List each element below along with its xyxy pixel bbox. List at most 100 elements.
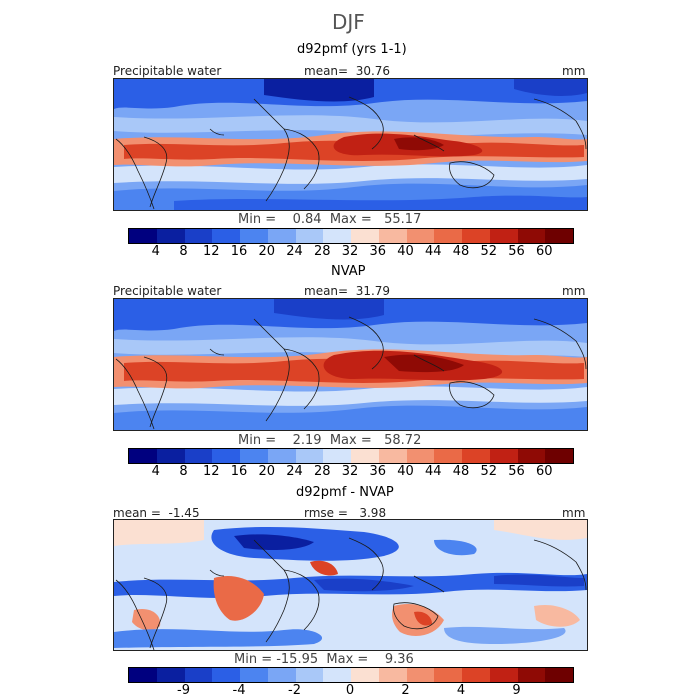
colorbar-tick: 28: [313, 244, 331, 259]
colorbar-swatch: [406, 668, 435, 682]
panel-3-units: mm: [562, 506, 586, 520]
colorbar-tick: 36: [369, 244, 387, 259]
colorbar-swatch: [184, 449, 213, 463]
colorbar-tick: 56: [508, 464, 525, 479]
panel-3-mean: mean = -1.45: [113, 506, 200, 520]
panel-3-minmax: Min = -15.95 Max = 9.36: [234, 652, 414, 667]
colorbar-tick: 20: [258, 464, 276, 479]
colorbar-tick: 56: [508, 244, 525, 259]
colorbar-swatch: [240, 668, 268, 682]
colorbar-tick: 16: [230, 244, 248, 259]
colorbar-tick: -2: [288, 683, 301, 698]
colorbar-tick: 12: [202, 244, 220, 259]
colorbar-swatch: [545, 229, 573, 243]
colorbar-tick: 12: [202, 464, 220, 479]
colorbar-swatch: [267, 668, 296, 682]
colorbar-swatch: [489, 229, 518, 243]
colorbar-swatch: [434, 229, 462, 243]
panel-1-colorbar-ticks: 4 8 12 16 20 24 28 32 36 40 44 48 52 56 …: [128, 244, 572, 260]
panel-3-map: [113, 519, 588, 651]
colorbar-swatch: [323, 668, 351, 682]
colorbar-tick: 4: [456, 683, 466, 698]
panel-1-mean: mean= 30.76: [304, 64, 391, 78]
colorbar-swatch: [295, 668, 324, 682]
panel-2-mean: mean= 31.79: [304, 284, 391, 298]
colorbar-tick: 20: [258, 244, 276, 259]
colorbar-tick: 32: [341, 244, 359, 259]
colorbar-tick: 44: [424, 244, 442, 259]
colorbar-swatch: [517, 449, 546, 463]
colorbar-swatch: [517, 229, 546, 243]
colorbar-swatch: [295, 449, 324, 463]
colorbar-swatch: [489, 449, 518, 463]
colorbar-tick: 2: [401, 683, 410, 698]
colorbar-tick: 0: [345, 683, 355, 698]
panel-3-rmse: rmse = 3.98: [304, 506, 387, 520]
colorbar-tick: 4: [151, 244, 160, 259]
colorbar-swatch: [406, 229, 435, 243]
colorbar-tick: 40: [397, 244, 414, 259]
colorbar-tick: 40: [397, 464, 414, 479]
colorbar-tick: 4: [151, 464, 160, 479]
colorbar-swatch: [351, 229, 379, 243]
colorbar-swatch: [156, 229, 185, 243]
colorbar-tick: 24: [286, 464, 303, 479]
colorbar-swatch: [378, 449, 407, 463]
panel-2-colorbar: [128, 448, 574, 464]
colorbar-swatch: [489, 668, 518, 682]
panel-1-title: d92pmf (yrs 1-1): [297, 42, 407, 57]
colorbar-swatch: [517, 668, 546, 682]
colorbar-swatch: [351, 449, 379, 463]
colorbar-swatch: [351, 668, 379, 682]
figure-title: DJF: [332, 10, 365, 34]
panel-1-units: mm: [562, 64, 586, 78]
colorbar-swatch: [323, 449, 351, 463]
panel-1-map: [113, 78, 588, 211]
colorbar-tick: 16: [230, 464, 248, 479]
panel-2-colorbar-ticks: 4 8 12 16 20 24 28 32 36 40 44 48 52 56 …: [128, 464, 572, 480]
panel-3-colorbar: [128, 667, 574, 683]
colorbar-swatch: [545, 668, 573, 682]
colorbar-swatch: [129, 668, 157, 682]
colorbar-tick: 52: [480, 464, 498, 479]
colorbar-swatch: [295, 229, 324, 243]
colorbar-tick: 32: [341, 464, 359, 479]
panel-1-minmax: Min = 0.84 Max = 55.17: [238, 212, 422, 227]
colorbar-swatch: [156, 449, 185, 463]
colorbar-swatch: [378, 229, 407, 243]
colorbar-tick: 60: [535, 464, 553, 479]
colorbar-swatch: [212, 668, 240, 682]
colorbar-tick: 48: [452, 464, 470, 479]
colorbar-tick: 60: [535, 244, 553, 259]
colorbar-swatch: [434, 449, 462, 463]
colorbar-swatch: [212, 229, 240, 243]
panel-2-title: NVAP: [331, 264, 366, 279]
colorbar-swatch: [462, 668, 490, 682]
panel-1-colorbar: [128, 228, 574, 244]
colorbar-swatch: [462, 449, 490, 463]
colorbar-swatch: [267, 229, 296, 243]
colorbar-swatch: [240, 449, 268, 463]
colorbar-tick: 44: [424, 464, 442, 479]
colorbar-swatch: [156, 668, 185, 682]
colorbar-tick: -4: [232, 683, 246, 698]
colorbar-swatch: [129, 449, 157, 463]
colorbar-swatch: [184, 668, 213, 682]
colorbar-swatch: [434, 668, 462, 682]
colorbar-swatch: [406, 449, 435, 463]
colorbar-swatch: [267, 449, 296, 463]
colorbar-swatch: [240, 229, 268, 243]
panel-2-units: mm: [562, 284, 586, 298]
colorbar-swatch: [212, 449, 240, 463]
colorbar-tick: 36: [369, 464, 387, 479]
colorbar-swatch: [545, 449, 573, 463]
colorbar-tick: -9: [177, 683, 190, 698]
panel-3-title: d92pmf - NVAP: [296, 485, 394, 500]
colorbar-swatch: [462, 229, 490, 243]
panel-3-colorbar-ticks: -9 -4 -2 0 2 4 9: [128, 683, 572, 699]
panel-2-field-label: Precipitable water: [113, 284, 222, 298]
colorbar-tick: 52: [480, 244, 498, 259]
colorbar-tick: 28: [313, 464, 331, 479]
colorbar-tick: 8: [179, 464, 188, 479]
colorbar-swatch: [323, 229, 351, 243]
